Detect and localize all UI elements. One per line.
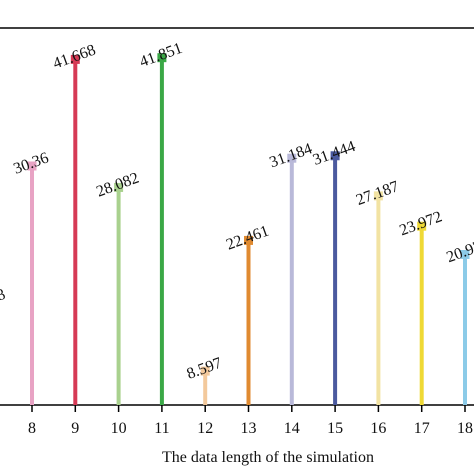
x-tick-label: 16	[370, 420, 386, 437]
stem-marker	[27, 161, 37, 171]
stem-marker	[330, 151, 340, 161]
x-tick-label: 11	[154, 420, 169, 437]
stem-marker	[200, 366, 210, 376]
x-tick-label: 18	[457, 420, 473, 437]
x-tick-label: 12	[197, 420, 213, 437]
value-label: 20.97	[444, 238, 474, 266]
x-tick-label: 15	[327, 420, 343, 437]
x-tick-label: 17	[414, 420, 430, 437]
stem-marker	[373, 191, 383, 201]
stem-marker	[244, 235, 253, 245]
x-tick-label: 8	[28, 420, 36, 437]
stem-marker	[287, 153, 297, 163]
stem-marker	[417, 221, 427, 231]
stem-marker	[70, 54, 80, 64]
x-tick-label: 9	[71, 420, 79, 437]
x-tick-label: 14	[284, 420, 300, 437]
value-label: 15.88	[0, 286, 8, 314]
x-axis-label: The data length of the simulation	[162, 449, 374, 466]
stem-marker	[114, 182, 124, 192]
stem-marker	[460, 249, 470, 259]
stem-marker	[157, 53, 167, 63]
x-tick-label: 10	[111, 420, 127, 437]
x-tick-label: 13	[241, 420, 257, 437]
